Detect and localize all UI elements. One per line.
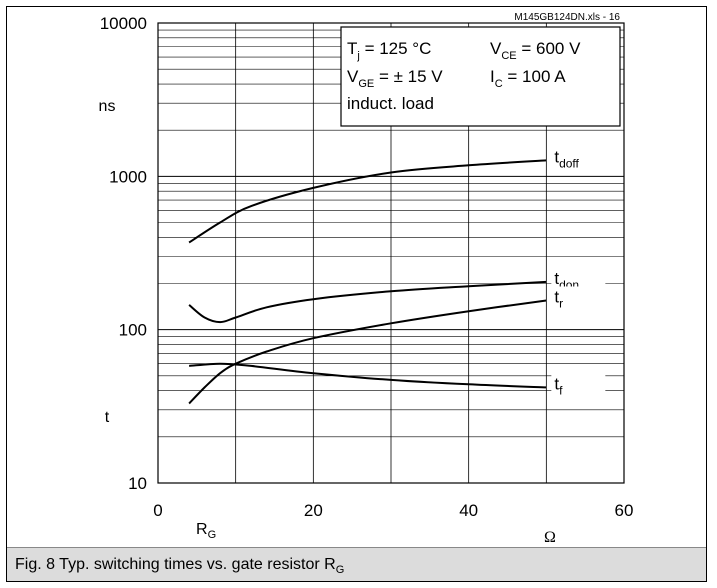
chart: Tj = 125 °C VCE = 600 V VGE = ± 15 V IC …: [99, 12, 634, 546]
caption-text: Fig. 8 Typ. switching times vs. gate res…: [15, 556, 336, 573]
curve-label-bg: [551, 146, 606, 173]
conditions-box-border: [340, 26, 621, 127]
y-unit-label: ns: [99, 98, 116, 115]
x-tick-label: 0: [153, 501, 162, 520]
y-tick-label: 10000: [100, 14, 147, 33]
curve-tr: [188, 299, 547, 405]
curve-label-bg: [551, 286, 606, 313]
tick-labels: 10 100 1000 10000 0 20 40 60: [100, 14, 634, 520]
conditions-box: Tj = 125 °C VCE = 600 V VGE = ± 15 V IC …: [340, 26, 621, 127]
condition-vge: VGE = ± 15 V: [347, 67, 443, 90]
x-axis-label: RG: [196, 521, 216, 541]
condition-ic: IC = 100 A: [490, 67, 566, 90]
curve-tf: [189, 362, 547, 389]
condition-tj: Tj = 125 °C: [347, 39, 431, 62]
plot-border: [157, 22, 625, 484]
condition-load: induct. load: [347, 94, 434, 113]
curve-label-tf: tf: [554, 374, 563, 397]
caption-subscript: G: [335, 564, 345, 577]
curve-tdoff: [188, 159, 547, 244]
figure-caption: Fig. 8 Typ. switching times vs. gate res…: [7, 547, 706, 581]
x-tick-label: 60: [615, 501, 634, 520]
y-tick-label: 100: [119, 321, 147, 340]
curves: [188, 159, 547, 405]
chart-frame: Tj = 125 °C VCE = 600 V VGE = ± 15 V IC …: [6, 6, 707, 582]
condition-vce: VCE = 600 V: [490, 39, 581, 62]
y-tick-label: 10: [128, 474, 147, 493]
curve-label-bg: [551, 373, 606, 400]
curve-label-tdoff: tdoff: [554, 147, 579, 170]
x-tick-label: 40: [459, 501, 478, 520]
curve-tdon: [188, 280, 547, 324]
curve-label-tr: tr: [554, 287, 563, 310]
file-label: M145GB124DN.xls - 16: [514, 12, 620, 23]
x-unit-label: Ω: [544, 529, 556, 546]
y-quantity-label: t: [105, 409, 110, 426]
y-tick-label: 1000: [109, 167, 147, 186]
x-tick-label: 20: [304, 501, 323, 520]
